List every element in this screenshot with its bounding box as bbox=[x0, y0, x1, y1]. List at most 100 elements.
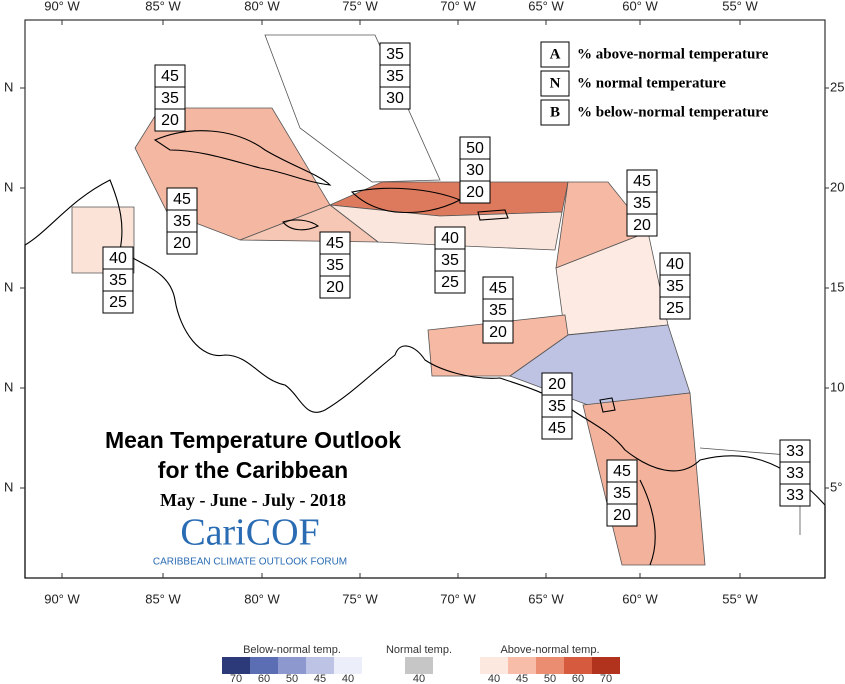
lon-label: 70° W bbox=[440, 591, 476, 606]
prob-value: 45 bbox=[548, 420, 566, 437]
prob-value: 33 bbox=[786, 443, 804, 460]
prob-value: 20 bbox=[548, 376, 566, 393]
key-box bbox=[540, 99, 570, 126]
lat-label: N bbox=[4, 179, 13, 194]
lat-label: 10° bbox=[830, 379, 845, 394]
lon-label: 60° W bbox=[622, 0, 658, 13]
lon-label: 65° W bbox=[528, 591, 564, 606]
scale-swatch bbox=[250, 657, 278, 674]
prob-value: 20 bbox=[161, 112, 179, 129]
scale-label: Above-normal temp. bbox=[500, 644, 599, 656]
scale-swatch bbox=[480, 657, 508, 674]
key-text: % below-normal temperature bbox=[577, 104, 769, 120]
lat-label: N bbox=[4, 79, 13, 94]
prob-value: 35 bbox=[489, 302, 507, 319]
lat-label: N bbox=[4, 479, 13, 494]
key-letter: N bbox=[550, 75, 561, 91]
coast-cuba bbox=[153, 130, 332, 186]
prob-value: 40 bbox=[109, 250, 127, 267]
lon-label: 80° W bbox=[244, 591, 280, 606]
key-box bbox=[540, 41, 570, 68]
prob-value: 45 bbox=[633, 173, 651, 190]
lon-label: 85° W bbox=[145, 591, 181, 606]
prob-value: 50 bbox=[466, 140, 484, 157]
scale-swatch bbox=[536, 657, 564, 674]
scale-swatch bbox=[278, 657, 306, 674]
prob-value: 20 bbox=[173, 235, 191, 252]
lat-label: 15° bbox=[830, 279, 845, 294]
key-text: % above-normal temperature bbox=[577, 46, 769, 62]
coast-hispaniola bbox=[350, 187, 462, 213]
region-bahamas bbox=[264, 34, 441, 183]
scale-tick: 45 bbox=[314, 673, 326, 684]
lon-label: 75° W bbox=[342, 591, 378, 606]
prob-value: 20 bbox=[466, 184, 484, 201]
prob-box bbox=[459, 180, 491, 204]
prob-value: 30 bbox=[386, 90, 404, 107]
scale-tick: 45 bbox=[516, 673, 528, 684]
prob-box bbox=[434, 270, 466, 294]
prob-value: 45 bbox=[489, 280, 507, 297]
scale-tick: 60 bbox=[572, 673, 584, 684]
prob-value: 35 bbox=[386, 46, 404, 63]
prob-value: 25 bbox=[666, 300, 684, 317]
lon-label: 60° W bbox=[622, 591, 658, 606]
key-text: % normal temperature bbox=[577, 75, 726, 91]
prob-value: 20 bbox=[326, 279, 344, 296]
scale-tick: 60 bbox=[258, 673, 270, 684]
prob-box bbox=[379, 86, 411, 110]
prob-box bbox=[166, 231, 198, 255]
prob-value: 35 bbox=[326, 257, 344, 274]
scale-tick: 40 bbox=[413, 673, 425, 684]
key-letter: B bbox=[550, 104, 560, 120]
lat-label: 20° bbox=[830, 179, 845, 194]
prob-value: 30 bbox=[466, 162, 484, 179]
prob-box bbox=[319, 275, 351, 299]
prob-value: 20 bbox=[633, 217, 651, 234]
region-labels: 45 35 20 35 35 30 50 30 20 45 35 20 40 35 25 45 35 20 40 35… bbox=[102, 42, 811, 527]
lat-label: N bbox=[4, 379, 13, 394]
axis-labels: 90° W 90° W 85° W 85° W 80° W 80° W 75° W 75° W… bbox=[4, 0, 845, 606]
prob-value: 40 bbox=[441, 230, 459, 247]
prob-box bbox=[482, 320, 514, 344]
coast-puerto-rico bbox=[477, 209, 509, 221]
prob-box bbox=[541, 416, 573, 440]
scale-swatch bbox=[508, 657, 536, 674]
scale-swatch bbox=[334, 657, 362, 674]
prob-value: 45 bbox=[161, 68, 179, 85]
logo-caption: CARIBBEAN CLIMATE OUTLOOK FORUM bbox=[153, 557, 347, 568]
scale-swatch bbox=[222, 657, 250, 674]
scale-tick: 70 bbox=[230, 673, 242, 684]
lon-label: 80° W bbox=[244, 0, 280, 13]
key-box bbox=[540, 70, 570, 97]
lat-label: 5° bbox=[830, 479, 842, 494]
lon-label: 75° W bbox=[342, 0, 378, 13]
title-line: Mean Temperature Outlook bbox=[105, 427, 401, 453]
scale-tick: 40 bbox=[342, 673, 354, 684]
prob-box bbox=[154, 108, 186, 132]
color-scale: Below-normal temp. 70 60 50 45 40 Normal temp.… bbox=[222, 644, 620, 684]
key-legend: A % above-normal temperature N % normal tem… bbox=[540, 41, 769, 126]
lon-label: 65° W bbox=[528, 0, 564, 13]
scale-label: Normal temp. bbox=[386, 644, 452, 656]
prob-box bbox=[102, 290, 134, 314]
prob-value: 45 bbox=[613, 463, 631, 480]
lat-label: 25° bbox=[830, 79, 845, 94]
scale-tick: 70 bbox=[600, 673, 612, 684]
prob-value: 35 bbox=[633, 195, 651, 212]
lat-label: N bbox=[4, 279, 13, 294]
prob-value: 45 bbox=[326, 235, 344, 252]
prob-value: 35 bbox=[548, 398, 566, 415]
coast-jamaica bbox=[282, 219, 320, 231]
coast-trinidad bbox=[599, 397, 616, 413]
lon-label: 55° W bbox=[722, 591, 758, 606]
prob-value: 33 bbox=[786, 487, 804, 504]
prob-value: 35 bbox=[613, 485, 631, 502]
prob-value: 45 bbox=[173, 191, 191, 208]
prob-value: 35 bbox=[386, 68, 404, 85]
prob-box bbox=[779, 483, 811, 507]
scale-label: Below-normal temp. bbox=[243, 644, 341, 656]
scale-tick: 50 bbox=[544, 673, 556, 684]
river bbox=[639, 479, 656, 566]
